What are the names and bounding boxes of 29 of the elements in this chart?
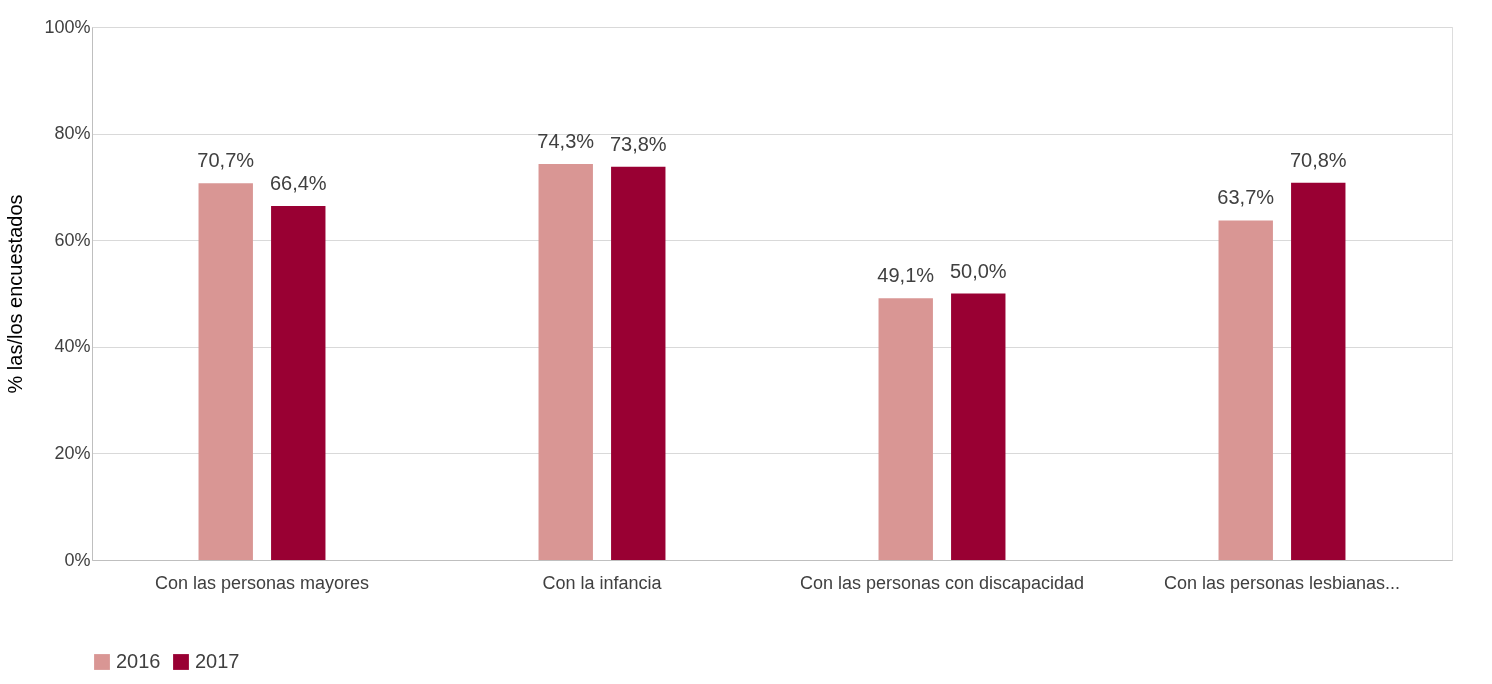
bar bbox=[538, 163, 593, 560]
data-label: 63,7% bbox=[1217, 186, 1275, 209]
bar bbox=[1291, 182, 1346, 560]
y-tick-label: 40% bbox=[54, 336, 91, 357]
bar bbox=[271, 206, 326, 560]
x-tick-label: Con las personas con discapacidad bbox=[799, 572, 1085, 593]
y-tick-label: 60% bbox=[54, 229, 91, 250]
data-label: 70,7% bbox=[197, 149, 255, 172]
y-tick-label: 0% bbox=[64, 549, 91, 570]
data-label: 50,0% bbox=[949, 259, 1007, 282]
bar bbox=[1218, 220, 1273, 560]
x-tick-label: Con la infancia bbox=[542, 572, 663, 593]
x-tick-label: Con las personas lesbianas... bbox=[1163, 572, 1401, 593]
x-tick-label: Con las personas mayores bbox=[154, 572, 370, 593]
y-tick-label: 80% bbox=[54, 123, 91, 144]
data-label: 73,8% bbox=[609, 132, 667, 155]
bar bbox=[951, 293, 1006, 560]
bar bbox=[611, 166, 666, 560]
bar bbox=[878, 298, 933, 560]
bar bbox=[198, 183, 253, 560]
legend-label: 2017 bbox=[195, 650, 240, 672]
y-tick-label: 20% bbox=[54, 442, 91, 463]
data-label: 70,8% bbox=[1289, 148, 1347, 171]
y-axis-title: % las/los encuestados bbox=[4, 194, 27, 394]
data-label: 66,4% bbox=[269, 172, 327, 195]
legend-label: 2016 bbox=[116, 650, 161, 672]
y-tick-label: 100% bbox=[44, 16, 91, 37]
data-label: 74,3% bbox=[537, 129, 595, 152]
data-label: 49,1% bbox=[877, 264, 935, 287]
